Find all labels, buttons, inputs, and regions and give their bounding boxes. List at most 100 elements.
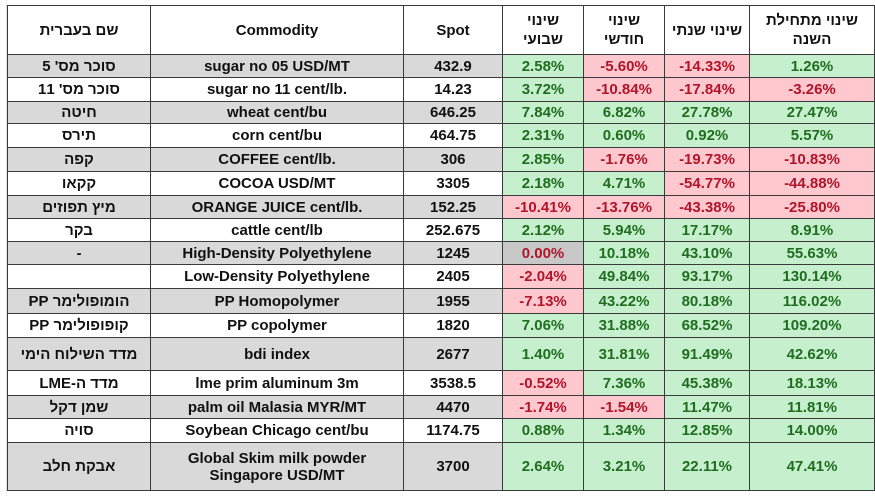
cell-monthly-change[interactable]: 10.18% — [583, 241, 665, 265]
cell-monthly-change[interactable]: -10.84% — [583, 77, 665, 102]
cell-hebrew-name[interactable]: הומופולימר PP — [7, 288, 151, 314]
cell-spot[interactable]: 4470 — [403, 395, 503, 419]
cell-hebrew-name[interactable]: אבקת חלב — [7, 442, 151, 491]
cell-commodity[interactable]: COCOA USD/MT — [150, 171, 404, 196]
cell-spot[interactable]: 646.25 — [403, 101, 503, 124]
header-ytd-change[interactable]: שינוי מתחילת השנה — [749, 5, 875, 55]
cell-spot[interactable]: 2677 — [403, 337, 503, 371]
cell-yearly-change[interactable]: 0.92% — [664, 123, 750, 148]
cell-yearly-change[interactable]: -54.77% — [664, 171, 750, 196]
cell-commodity[interactable]: High-Density Polyethylene — [150, 241, 404, 265]
cell-weekly-change[interactable]: 2.85% — [502, 147, 584, 172]
cell-spot[interactable]: 3538.5 — [403, 370, 503, 396]
cell-hebrew-name[interactable]: תירס — [7, 123, 151, 148]
cell-hebrew-name[interactable]: סויה — [7, 418, 151, 443]
cell-ytd-change[interactable]: 42.62% — [749, 337, 875, 371]
cell-hebrew-name[interactable]: - — [7, 241, 151, 265]
cell-spot[interactable]: 432.9 — [403, 54, 503, 78]
cell-spot[interactable]: 464.75 — [403, 123, 503, 148]
cell-hebrew-name[interactable]: חיטה — [7, 101, 151, 124]
cell-ytd-change[interactable]: 55.63% — [749, 241, 875, 265]
cell-spot[interactable]: 3700 — [403, 442, 503, 491]
header-monthly-change[interactable]: שינוי חודשי — [583, 5, 665, 55]
cell-commodity[interactable]: sugar no 11 cent/lb. — [150, 77, 404, 102]
cell-hebrew-name[interactable]: מיץ תפוזים — [7, 195, 151, 219]
cell-weekly-change[interactable]: 2.12% — [502, 218, 584, 242]
cell-weekly-change[interactable]: -10.41% — [502, 195, 584, 219]
cell-weekly-change[interactable]: 1.40% — [502, 337, 584, 371]
cell-weekly-change[interactable]: 2.58% — [502, 54, 584, 78]
cell-monthly-change[interactable]: -5.60% — [583, 54, 665, 78]
cell-ytd-change[interactable]: 109.20% — [749, 313, 875, 338]
cell-yearly-change[interactable]: 17.17% — [664, 218, 750, 242]
cell-weekly-change[interactable]: 2.18% — [502, 171, 584, 196]
cell-commodity[interactable]: Low-Density Polyethylene — [150, 264, 404, 289]
cell-yearly-change[interactable]: -14.33% — [664, 54, 750, 78]
cell-commodity[interactable]: palm oil Malasia MYR/MT — [150, 395, 404, 419]
cell-yearly-change[interactable]: -19.73% — [664, 147, 750, 172]
cell-hebrew-name[interactable]: מדד ה-LME — [7, 370, 151, 396]
cell-yearly-change[interactable]: -43.38% — [664, 195, 750, 219]
cell-yearly-change[interactable]: 22.11% — [664, 442, 750, 491]
cell-spot[interactable]: 2405 — [403, 264, 503, 289]
cell-weekly-change[interactable]: 2.64% — [502, 442, 584, 491]
cell-commodity[interactable]: PP copolymer — [150, 313, 404, 338]
header-hebrew-name[interactable]: שם בעברית — [7, 5, 151, 55]
header-weekly-change[interactable]: שינוי שבועי — [502, 5, 584, 55]
cell-weekly-change[interactable]: 7.84% — [502, 101, 584, 124]
cell-weekly-change[interactable]: -2.04% — [502, 264, 584, 289]
cell-weekly-change[interactable]: 0.00% — [502, 241, 584, 265]
cell-weekly-change[interactable]: 2.31% — [502, 123, 584, 148]
cell-ytd-change[interactable]: 27.47% — [749, 101, 875, 124]
cell-yearly-change[interactable]: 80.18% — [664, 288, 750, 314]
cell-ytd-change[interactable]: -10.83% — [749, 147, 875, 172]
cell-spot[interactable]: 1955 — [403, 288, 503, 314]
cell-commodity[interactable]: COFFEE cent/lb. — [150, 147, 404, 172]
cell-weekly-change[interactable]: -7.13% — [502, 288, 584, 314]
cell-spot[interactable]: 1174.75 — [403, 418, 503, 443]
cell-yearly-change[interactable]: 11.47% — [664, 395, 750, 419]
cell-commodity[interactable]: sugar no 05 USD/MT — [150, 54, 404, 78]
cell-hebrew-name[interactable]: שמן דקל — [7, 395, 151, 419]
cell-ytd-change[interactable]: 14.00% — [749, 418, 875, 443]
cell-hebrew-name[interactable]: סוכר מס' 5 — [7, 54, 151, 78]
cell-hebrew-name[interactable]: קופופולימר PP — [7, 313, 151, 338]
cell-ytd-change[interactable]: 130.14% — [749, 264, 875, 289]
cell-spot[interactable]: 252.675 — [403, 218, 503, 242]
cell-yearly-change[interactable]: 93.17% — [664, 264, 750, 289]
cell-hebrew-name[interactable]: בקר — [7, 218, 151, 242]
cell-weekly-change[interactable]: -1.74% — [502, 395, 584, 419]
cell-spot[interactable]: 306 — [403, 147, 503, 172]
cell-ytd-change[interactable]: 8.91% — [749, 218, 875, 242]
cell-commodity[interactable]: bdi index — [150, 337, 404, 371]
cell-yearly-change[interactable]: 68.52% — [664, 313, 750, 338]
cell-ytd-change[interactable]: -25.80% — [749, 195, 875, 219]
cell-weekly-change[interactable]: 7.06% — [502, 313, 584, 338]
cell-monthly-change[interactable]: 1.34% — [583, 418, 665, 443]
header-yearly-change[interactable]: שינוי שנתי — [664, 5, 750, 55]
cell-spot[interactable]: 14.23 — [403, 77, 503, 102]
cell-monthly-change[interactable]: 3.21% — [583, 442, 665, 491]
cell-monthly-change[interactable]: -1.76% — [583, 147, 665, 172]
cell-ytd-change[interactable]: -44.88% — [749, 171, 875, 196]
cell-yearly-change[interactable]: 12.85% — [664, 418, 750, 443]
cell-monthly-change[interactable]: 6.82% — [583, 101, 665, 124]
cell-commodity[interactable]: cattle cent/lb — [150, 218, 404, 242]
cell-hebrew-name[interactable] — [7, 264, 151, 289]
cell-monthly-change[interactable]: 31.81% — [583, 337, 665, 371]
cell-hebrew-name[interactable]: סוכר מס' 11 — [7, 77, 151, 102]
cell-weekly-change[interactable]: 0.88% — [502, 418, 584, 443]
cell-hebrew-name[interactable]: קפה — [7, 147, 151, 172]
cell-yearly-change[interactable]: 91.49% — [664, 337, 750, 371]
cell-spot[interactable]: 1820 — [403, 313, 503, 338]
cell-ytd-change[interactable]: -3.26% — [749, 77, 875, 102]
cell-monthly-change[interactable]: 4.71% — [583, 171, 665, 196]
cell-monthly-change[interactable]: 5.94% — [583, 218, 665, 242]
cell-yearly-change[interactable]: -17.84% — [664, 77, 750, 102]
cell-spot[interactable]: 3305 — [403, 171, 503, 196]
cell-yearly-change[interactable]: 27.78% — [664, 101, 750, 124]
cell-weekly-change[interactable]: -0.52% — [502, 370, 584, 396]
header-commodity[interactable]: Commodity — [150, 5, 404, 55]
cell-monthly-change[interactable]: 0.60% — [583, 123, 665, 148]
cell-commodity[interactable]: Global Skim milk powder Singapore USD/MT — [150, 442, 404, 491]
